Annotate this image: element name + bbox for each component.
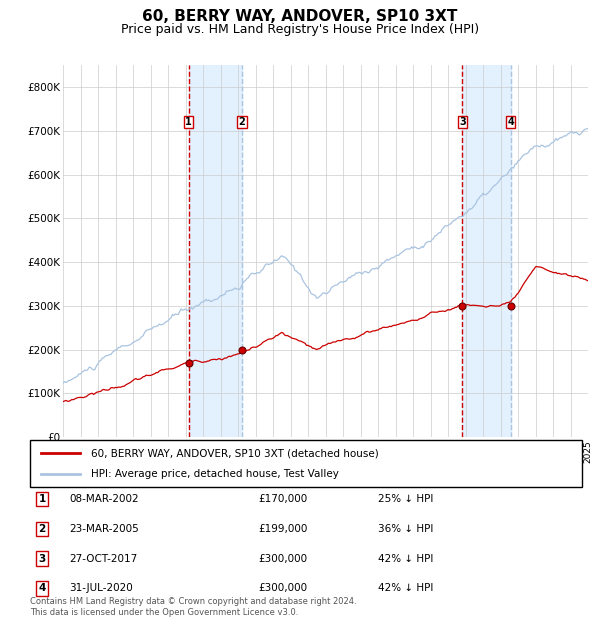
Text: 42% ↓ HPI: 42% ↓ HPI: [378, 554, 433, 564]
Text: 60, BERRY WAY, ANDOVER, SP10 3XT (detached house): 60, BERRY WAY, ANDOVER, SP10 3XT (detach…: [91, 448, 379, 458]
Text: 2: 2: [38, 524, 46, 534]
Text: £170,000: £170,000: [258, 494, 307, 504]
Text: 1: 1: [185, 117, 192, 127]
Text: 2: 2: [238, 117, 245, 127]
Text: 23-MAR-2005: 23-MAR-2005: [69, 524, 139, 534]
Text: £199,000: £199,000: [258, 524, 307, 534]
Text: 42% ↓ HPI: 42% ↓ HPI: [378, 583, 433, 593]
Text: 36% ↓ HPI: 36% ↓ HPI: [378, 524, 433, 534]
FancyBboxPatch shape: [30, 440, 582, 487]
Text: 31-JUL-2020: 31-JUL-2020: [69, 583, 133, 593]
Text: 4: 4: [507, 117, 514, 127]
Text: 25% ↓ HPI: 25% ↓ HPI: [378, 494, 433, 504]
Text: Price paid vs. HM Land Registry's House Price Index (HPI): Price paid vs. HM Land Registry's House …: [121, 23, 479, 36]
Bar: [188, 65, 242, 437]
Text: £300,000: £300,000: [258, 583, 307, 593]
Bar: [463, 65, 511, 437]
Text: 4: 4: [38, 583, 46, 593]
Text: 27-OCT-2017: 27-OCT-2017: [69, 554, 137, 564]
Text: £300,000: £300,000: [258, 554, 307, 564]
Text: 3: 3: [38, 554, 46, 564]
Text: Contains HM Land Registry data © Crown copyright and database right 2024.
This d: Contains HM Land Registry data © Crown c…: [30, 598, 356, 617]
Text: 1: 1: [38, 494, 46, 504]
Text: 60, BERRY WAY, ANDOVER, SP10 3XT: 60, BERRY WAY, ANDOVER, SP10 3XT: [142, 9, 458, 24]
Text: 08-MAR-2002: 08-MAR-2002: [69, 494, 139, 504]
Text: 3: 3: [459, 117, 466, 127]
Text: HPI: Average price, detached house, Test Valley: HPI: Average price, detached house, Test…: [91, 469, 338, 479]
